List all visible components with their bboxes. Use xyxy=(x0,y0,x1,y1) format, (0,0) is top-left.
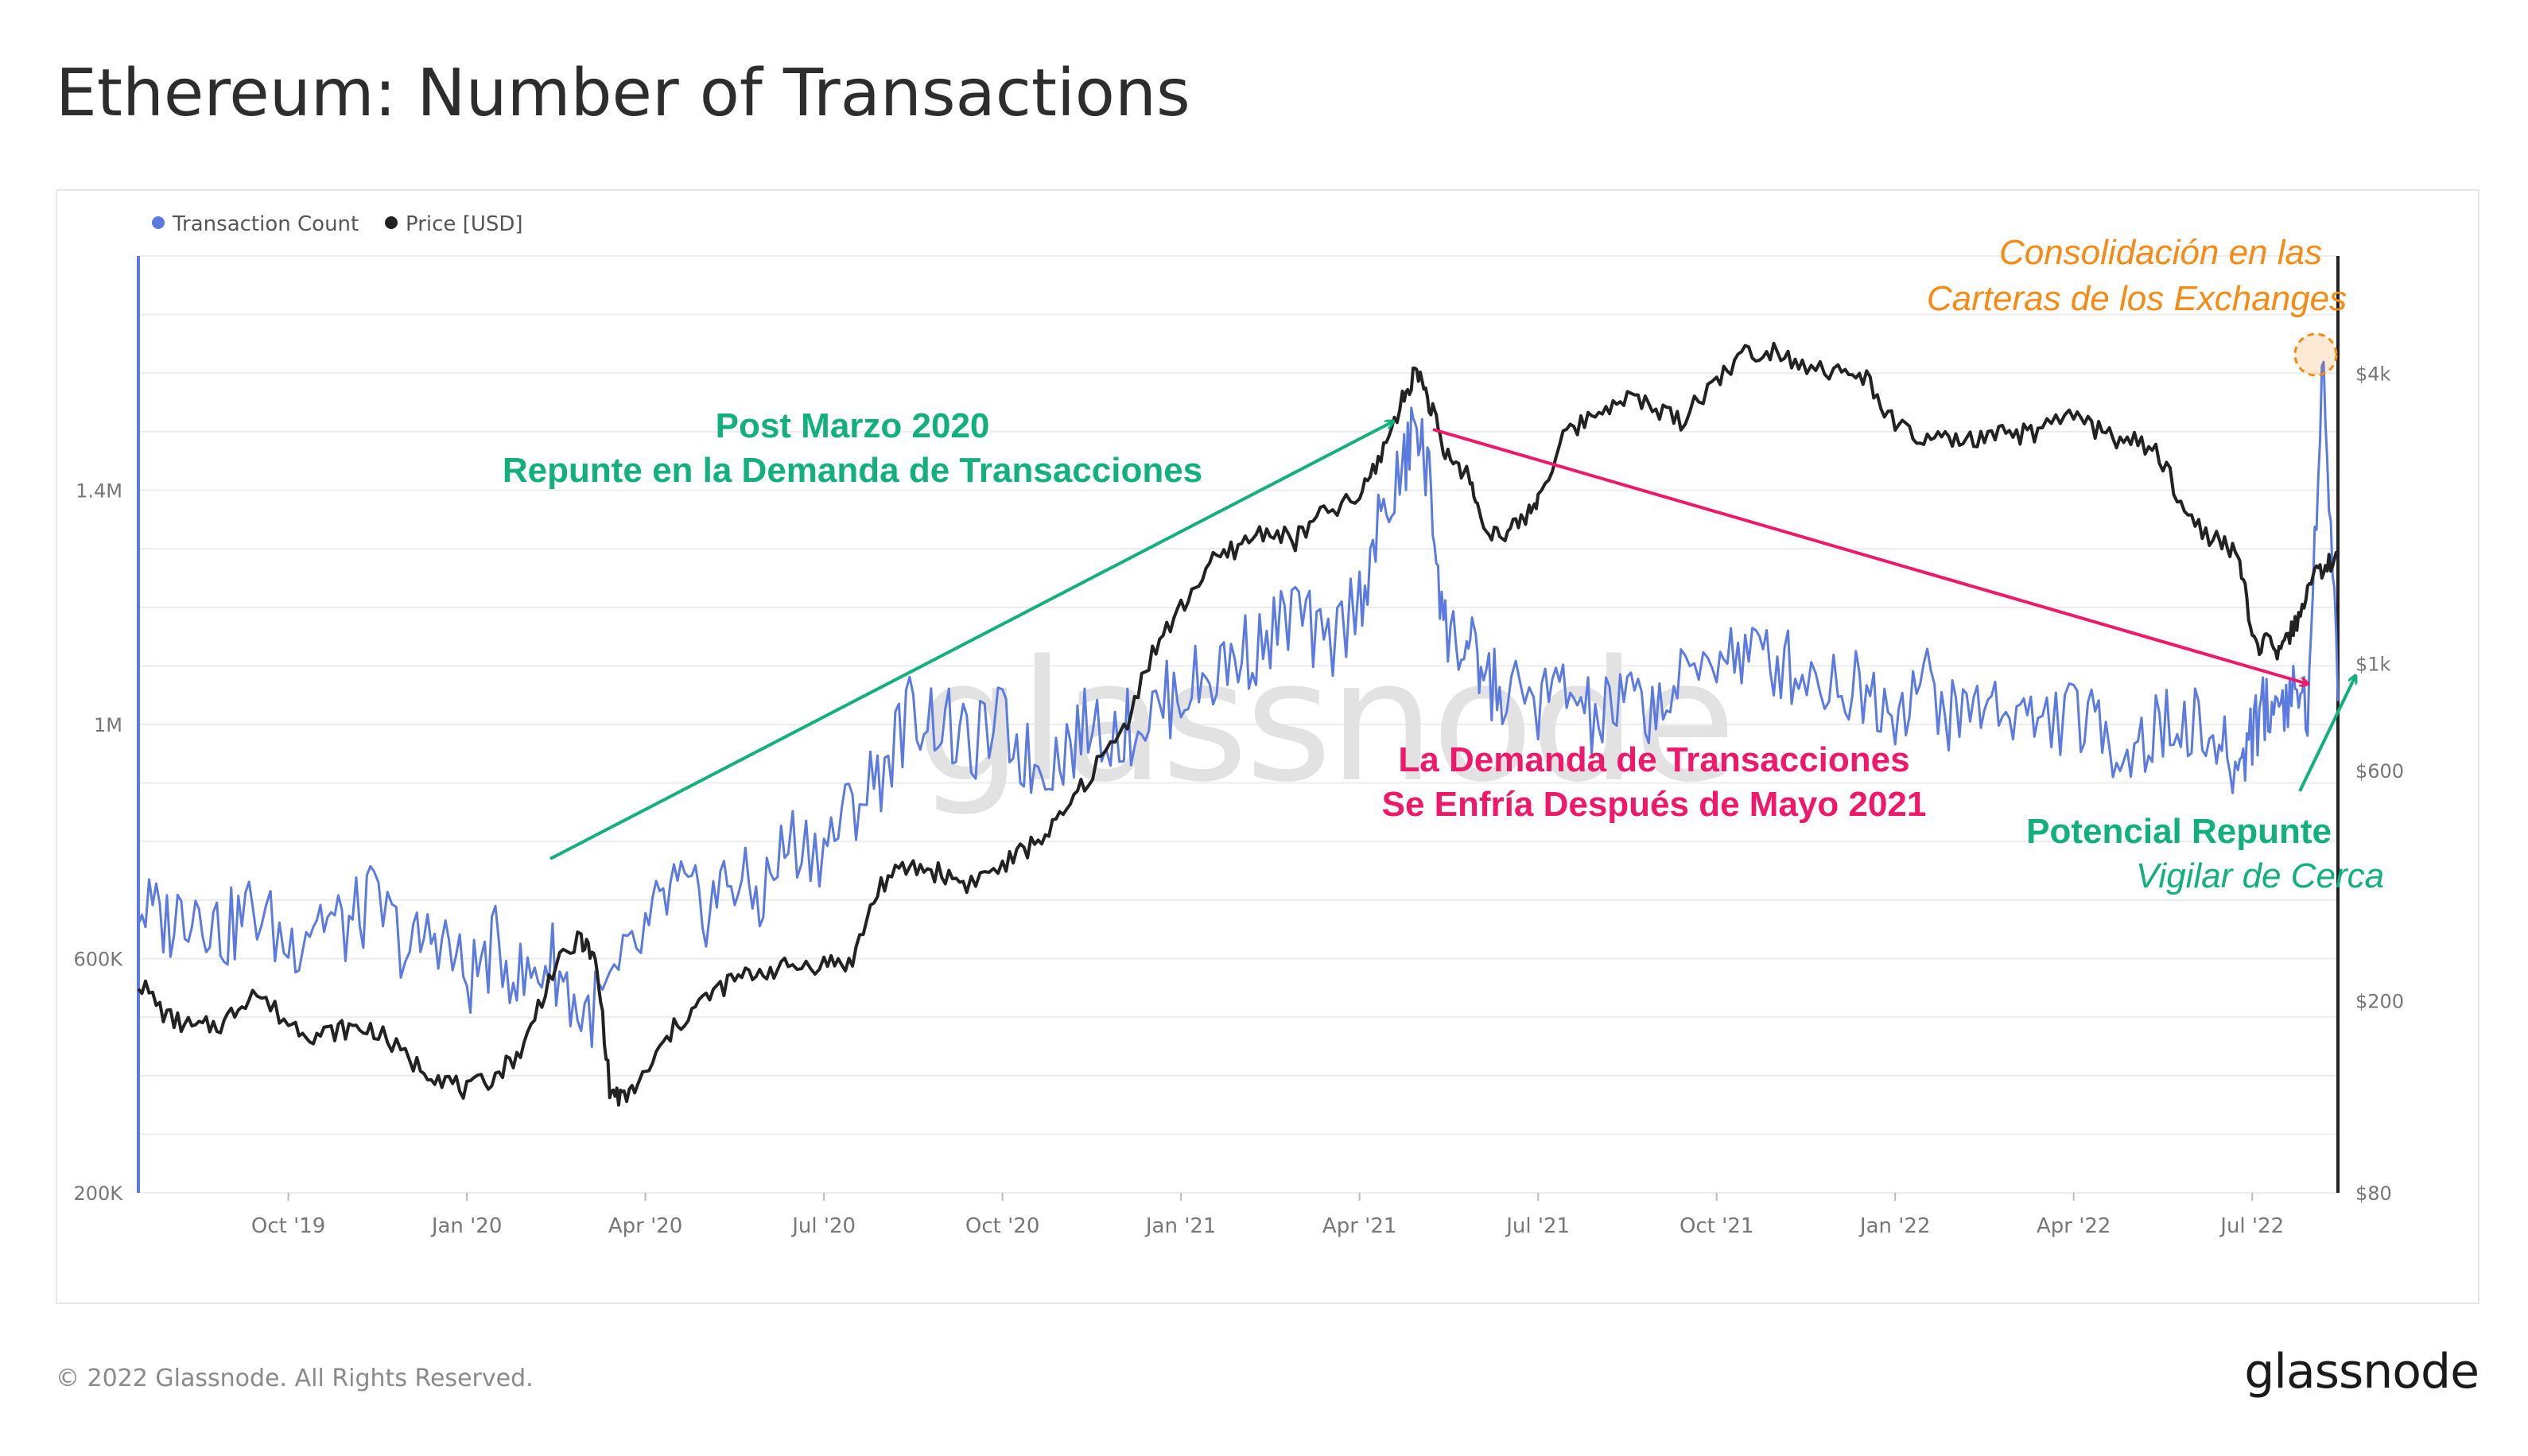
consolidation-highlight-circle xyxy=(2293,332,2338,377)
y-right-tick-label: $80 xyxy=(2355,1182,2392,1205)
annotation-consolidation-line1: Consolidación en las xyxy=(1999,233,2322,272)
y-right-tick-label: $200 xyxy=(2355,991,2404,1013)
x-tick-label: Oct '19 xyxy=(251,1214,325,1238)
annotation-rebound-line2: Vigilar de Cerca xyxy=(2136,856,2384,895)
chart-panel: 200K 600K 1M 1.4M $80 $200 $600 $1k $4k Oct '19… xyxy=(56,189,2479,1304)
x-tick-label: Jan '22 xyxy=(1858,1214,1931,1238)
x-tick-label: Jul '22 xyxy=(2219,1214,2284,1238)
annotation-consolidation-line2: Carteras de los Exchanges xyxy=(1927,279,2347,318)
page-title: Ethereum: Number of Transactions xyxy=(56,56,1190,131)
annotation-post-march-line1: Post Marzo 2020 xyxy=(716,406,990,445)
legend-dot-transactions xyxy=(152,216,165,229)
uptrend-arrow xyxy=(549,421,1393,860)
x-tick-label: Oct '21 xyxy=(1680,1214,1753,1238)
y-left-tick-label: 200K xyxy=(73,1182,123,1205)
rebound-arrow xyxy=(2298,676,2355,792)
y-right-tick-label: $1k xyxy=(2355,654,2391,676)
price-series-line xyxy=(137,341,2340,1107)
transactions-chart: 200K 600K 1M 1.4M $80 $200 $600 $1k $4k Oct '19… xyxy=(73,212,2404,1238)
legend-dot-price xyxy=(385,216,398,229)
annotation-post-march-line2: Repunte en la Demanda de Transacciones xyxy=(503,451,1202,490)
y-left-tick-label: 1.4M xyxy=(76,480,122,503)
x-tick-label: Apr '20 xyxy=(608,1214,682,1238)
y-right-tick-label: $4k xyxy=(2355,363,2391,385)
x-tick-label: Jan '20 xyxy=(430,1214,503,1238)
x-tick-label: Jul '21 xyxy=(1505,1214,1570,1238)
annotation-cooling-line1: La Demanda de Transacciones xyxy=(1398,740,1909,779)
x-tick-label: Jul '20 xyxy=(790,1214,856,1238)
glassnode-logo: glassnode xyxy=(2244,1344,2479,1400)
x-tick-label: Oct '20 xyxy=(965,1214,1039,1238)
legend-label-price[interactable]: Price [USD] xyxy=(406,212,523,236)
copyright-text: © 2022 Glassnode. All Rights Reserved. xyxy=(56,1365,534,1392)
annotation-rebound-line1: Potencial Repunte xyxy=(2026,812,2332,851)
x-tick-label: Apr '22 xyxy=(2037,1214,2111,1238)
y-left-tick-label: 600K xyxy=(73,949,123,971)
y-right-tick-label: $600 xyxy=(2355,760,2404,782)
transaction-count-series-line xyxy=(137,360,2340,1048)
annotation-cooling-line2: Se Enfría Después de Mayo 2021 xyxy=(1382,785,1927,824)
x-tick-label: Jan '21 xyxy=(1144,1214,1217,1238)
downtrend-arrow xyxy=(1432,428,2308,684)
y-left-tick-label: 1M xyxy=(94,714,122,736)
x-tick-label: Apr '21 xyxy=(1322,1214,1396,1238)
legend-label-transactions[interactable]: Transaction Count xyxy=(172,212,359,236)
